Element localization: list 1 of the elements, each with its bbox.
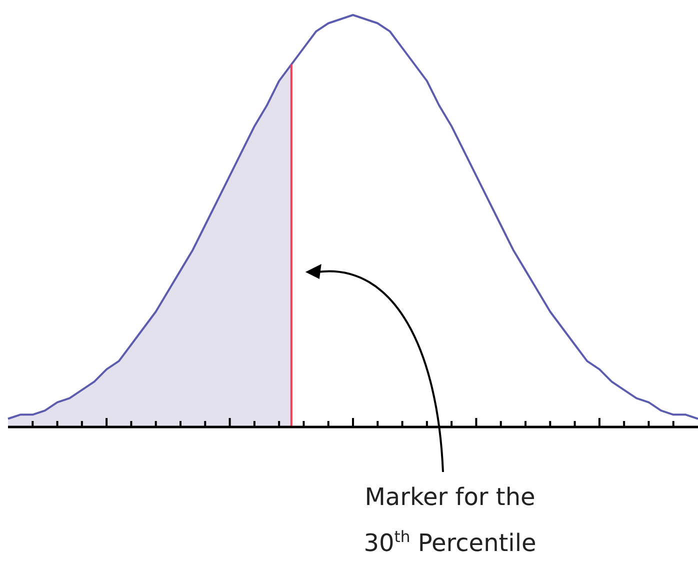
text: Marker for the 30$^{th}$ Percentile <box>364 483 536 557</box>
